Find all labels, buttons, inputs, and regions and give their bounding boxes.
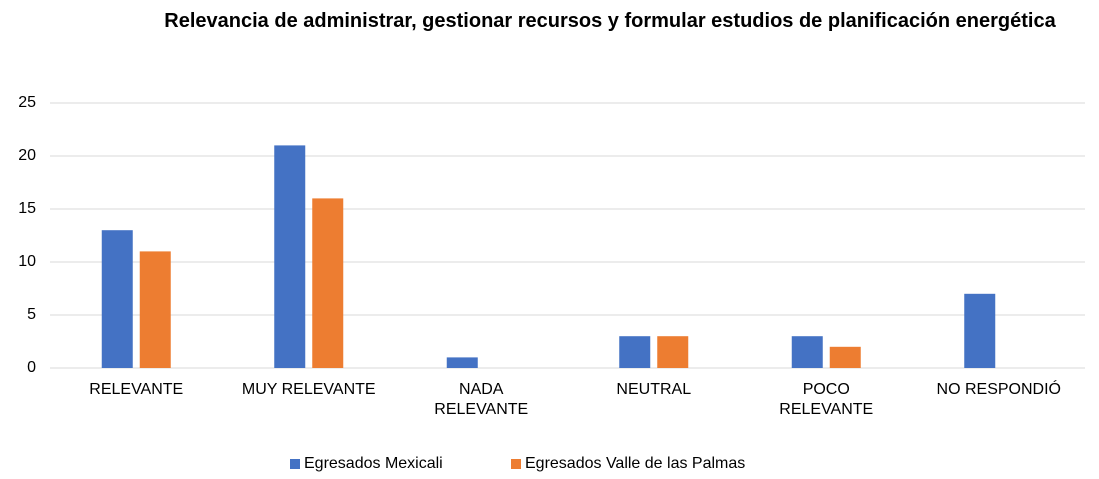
y-tick-label: 5 — [27, 306, 36, 323]
x-tick-label: POCO RELEVANTE — [779, 381, 874, 418]
legend-label: Egresados Valle de las Palmas — [525, 455, 746, 472]
x-tick-label: MUY RELEVANTE — [241, 381, 376, 398]
y-tick-label: 15 — [18, 200, 36, 217]
y-tick-label: 10 — [18, 253, 36, 270]
bar — [791, 336, 823, 368]
bar — [446, 357, 478, 368]
chart-title: Relevancia de administrar, gestionar rec… — [164, 10, 1056, 32]
y-tick-label: 20 — [18, 147, 36, 164]
bar — [101, 230, 133, 368]
legend-item: Egresados Valle de las Palmas — [511, 455, 745, 473]
bar — [274, 145, 306, 368]
y-tick-label: 0 — [27, 359, 36, 376]
bar — [657, 336, 689, 368]
bar — [139, 251, 171, 368]
legend-swatch — [290, 459, 300, 469]
legend-label: Egresados Mexicali — [304, 455, 443, 472]
legend-item: Egresados Mexicali — [290, 455, 443, 473]
x-tick-label: NADA RELEVANTE — [434, 381, 529, 418]
legend-swatch — [511, 459, 521, 469]
y-tick-label: 25 — [18, 94, 36, 111]
bar — [829, 346, 861, 368]
bar — [964, 293, 996, 368]
x-tick-label: RELEVANTE — [89, 381, 184, 398]
bar — [619, 336, 651, 368]
x-tick-label: NEUTRAL — [616, 381, 692, 398]
bar — [312, 198, 344, 368]
x-tick-label: NO RESPONDIÓ — [936, 381, 1061, 398]
